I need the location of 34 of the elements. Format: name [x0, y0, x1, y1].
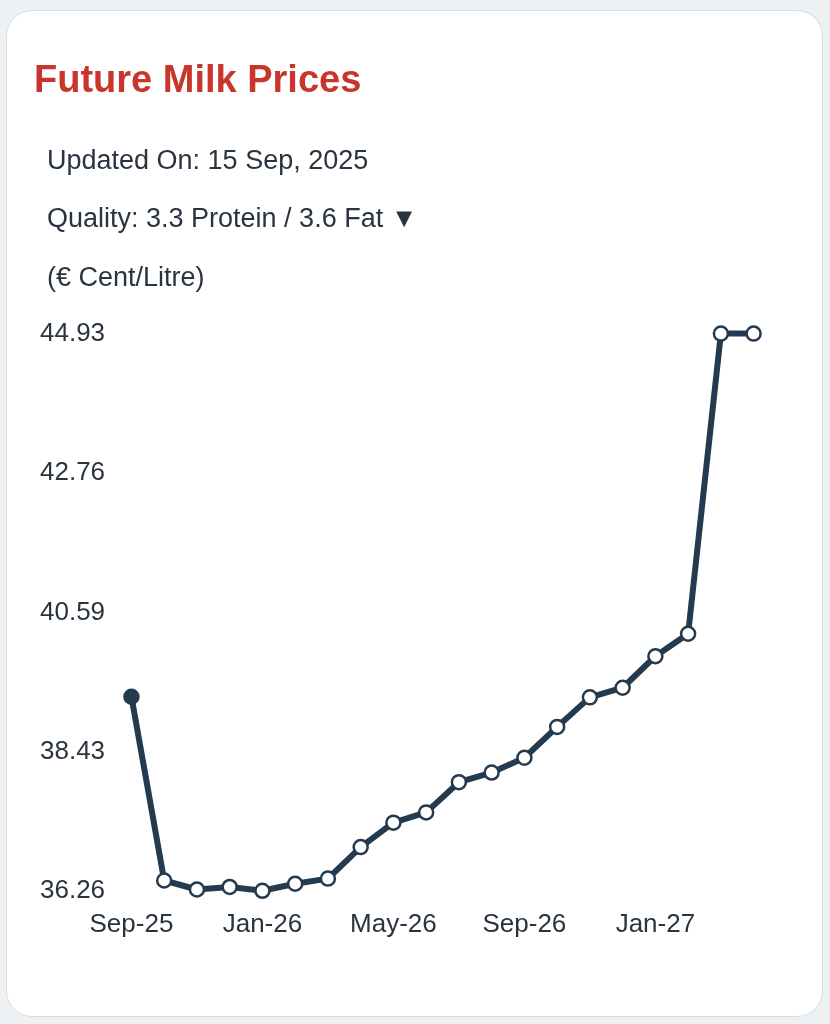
point: [221, 878, 238, 896]
y-tick-label: 38.43: [39, 734, 106, 765]
y-axis-title: (€ Cent/Litre): [47, 262, 205, 293]
point: [352, 838, 369, 856]
chart-title: Future Milk Prices: [34, 58, 362, 101]
point: [516, 749, 533, 767]
point: [385, 814, 402, 831]
point: [319, 870, 337, 887]
point: [254, 882, 271, 900]
text: Quality: 3.3 Protein / 3.6 Fat ▼: [47, 203, 418, 234]
point: [417, 804, 435, 821]
point: [548, 718, 566, 736]
point: [581, 689, 599, 706]
x-tick-label: Sep-25: [89, 907, 174, 938]
point: [679, 625, 697, 642]
x-tick-label: Jan-26: [222, 907, 303, 938]
x-tick-label: Sep-26: [482, 907, 567, 938]
x-tick-label: May-26: [350, 907, 437, 938]
x-tick-label: Jan-27: [615, 907, 696, 938]
y-tick-label: 40.59: [39, 595, 106, 626]
chart-subtitle: Updated On: 15 Sep, 2025: [47, 145, 369, 176]
point: [712, 325, 730, 342]
y-tick-label: 42.76: [39, 456, 106, 487]
point: [450, 773, 468, 791]
point: [647, 647, 664, 665]
y-tick-label: 36.26: [39, 873, 106, 904]
point: [286, 875, 304, 892]
point: [155, 872, 173, 889]
point: [188, 881, 206, 898]
point: [123, 688, 140, 705]
point: [745, 325, 762, 342]
point: [614, 679, 631, 696]
y-tick-label: 44.93: [39, 316, 106, 347]
point: [483, 764, 500, 781]
